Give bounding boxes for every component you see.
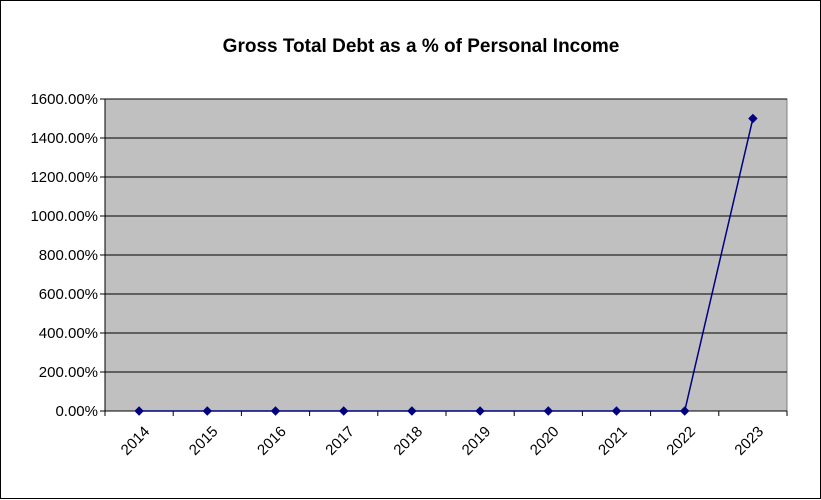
x-tick-label: 2016 xyxy=(254,423,290,459)
x-tick-label: 2019 xyxy=(459,423,495,459)
x-tick-label: 2018 xyxy=(390,423,426,459)
x-tick-label: 2014 xyxy=(118,423,154,459)
y-tick-label: 0.00% xyxy=(55,403,98,420)
y-tick-label: 1200.00% xyxy=(30,169,98,186)
y-tick-label: 1400.00% xyxy=(30,130,98,147)
x-tick-label: 2020 xyxy=(527,423,563,459)
x-tick-label: 2017 xyxy=(322,423,358,459)
y-axis: 0.00% 200.00% 400.00% 600.00% 800.00% 1000.00… xyxy=(30,91,105,420)
chart-title: Gross Total Debt as a % of Personal Inco… xyxy=(223,36,620,57)
x-tick-label: 2015 xyxy=(186,423,222,459)
y-tick-label: 200.00% xyxy=(39,364,98,381)
y-tick-label: 1600.00% xyxy=(30,91,98,108)
y-tick-label: 1000.00% xyxy=(30,208,98,225)
x-tick-label: 2023 xyxy=(731,423,767,459)
y-tick-label: 800.00% xyxy=(39,247,98,264)
x-tick-label: 2022 xyxy=(663,423,699,459)
x-tick-label: 2021 xyxy=(595,423,631,459)
y-tick-label: 600.00% xyxy=(39,286,98,303)
x-axis: 2014 2015 2016 2017 2018 2019 2020 2021 2022 2023 xyxy=(105,411,787,459)
y-tick-label: 400.00% xyxy=(39,325,98,342)
